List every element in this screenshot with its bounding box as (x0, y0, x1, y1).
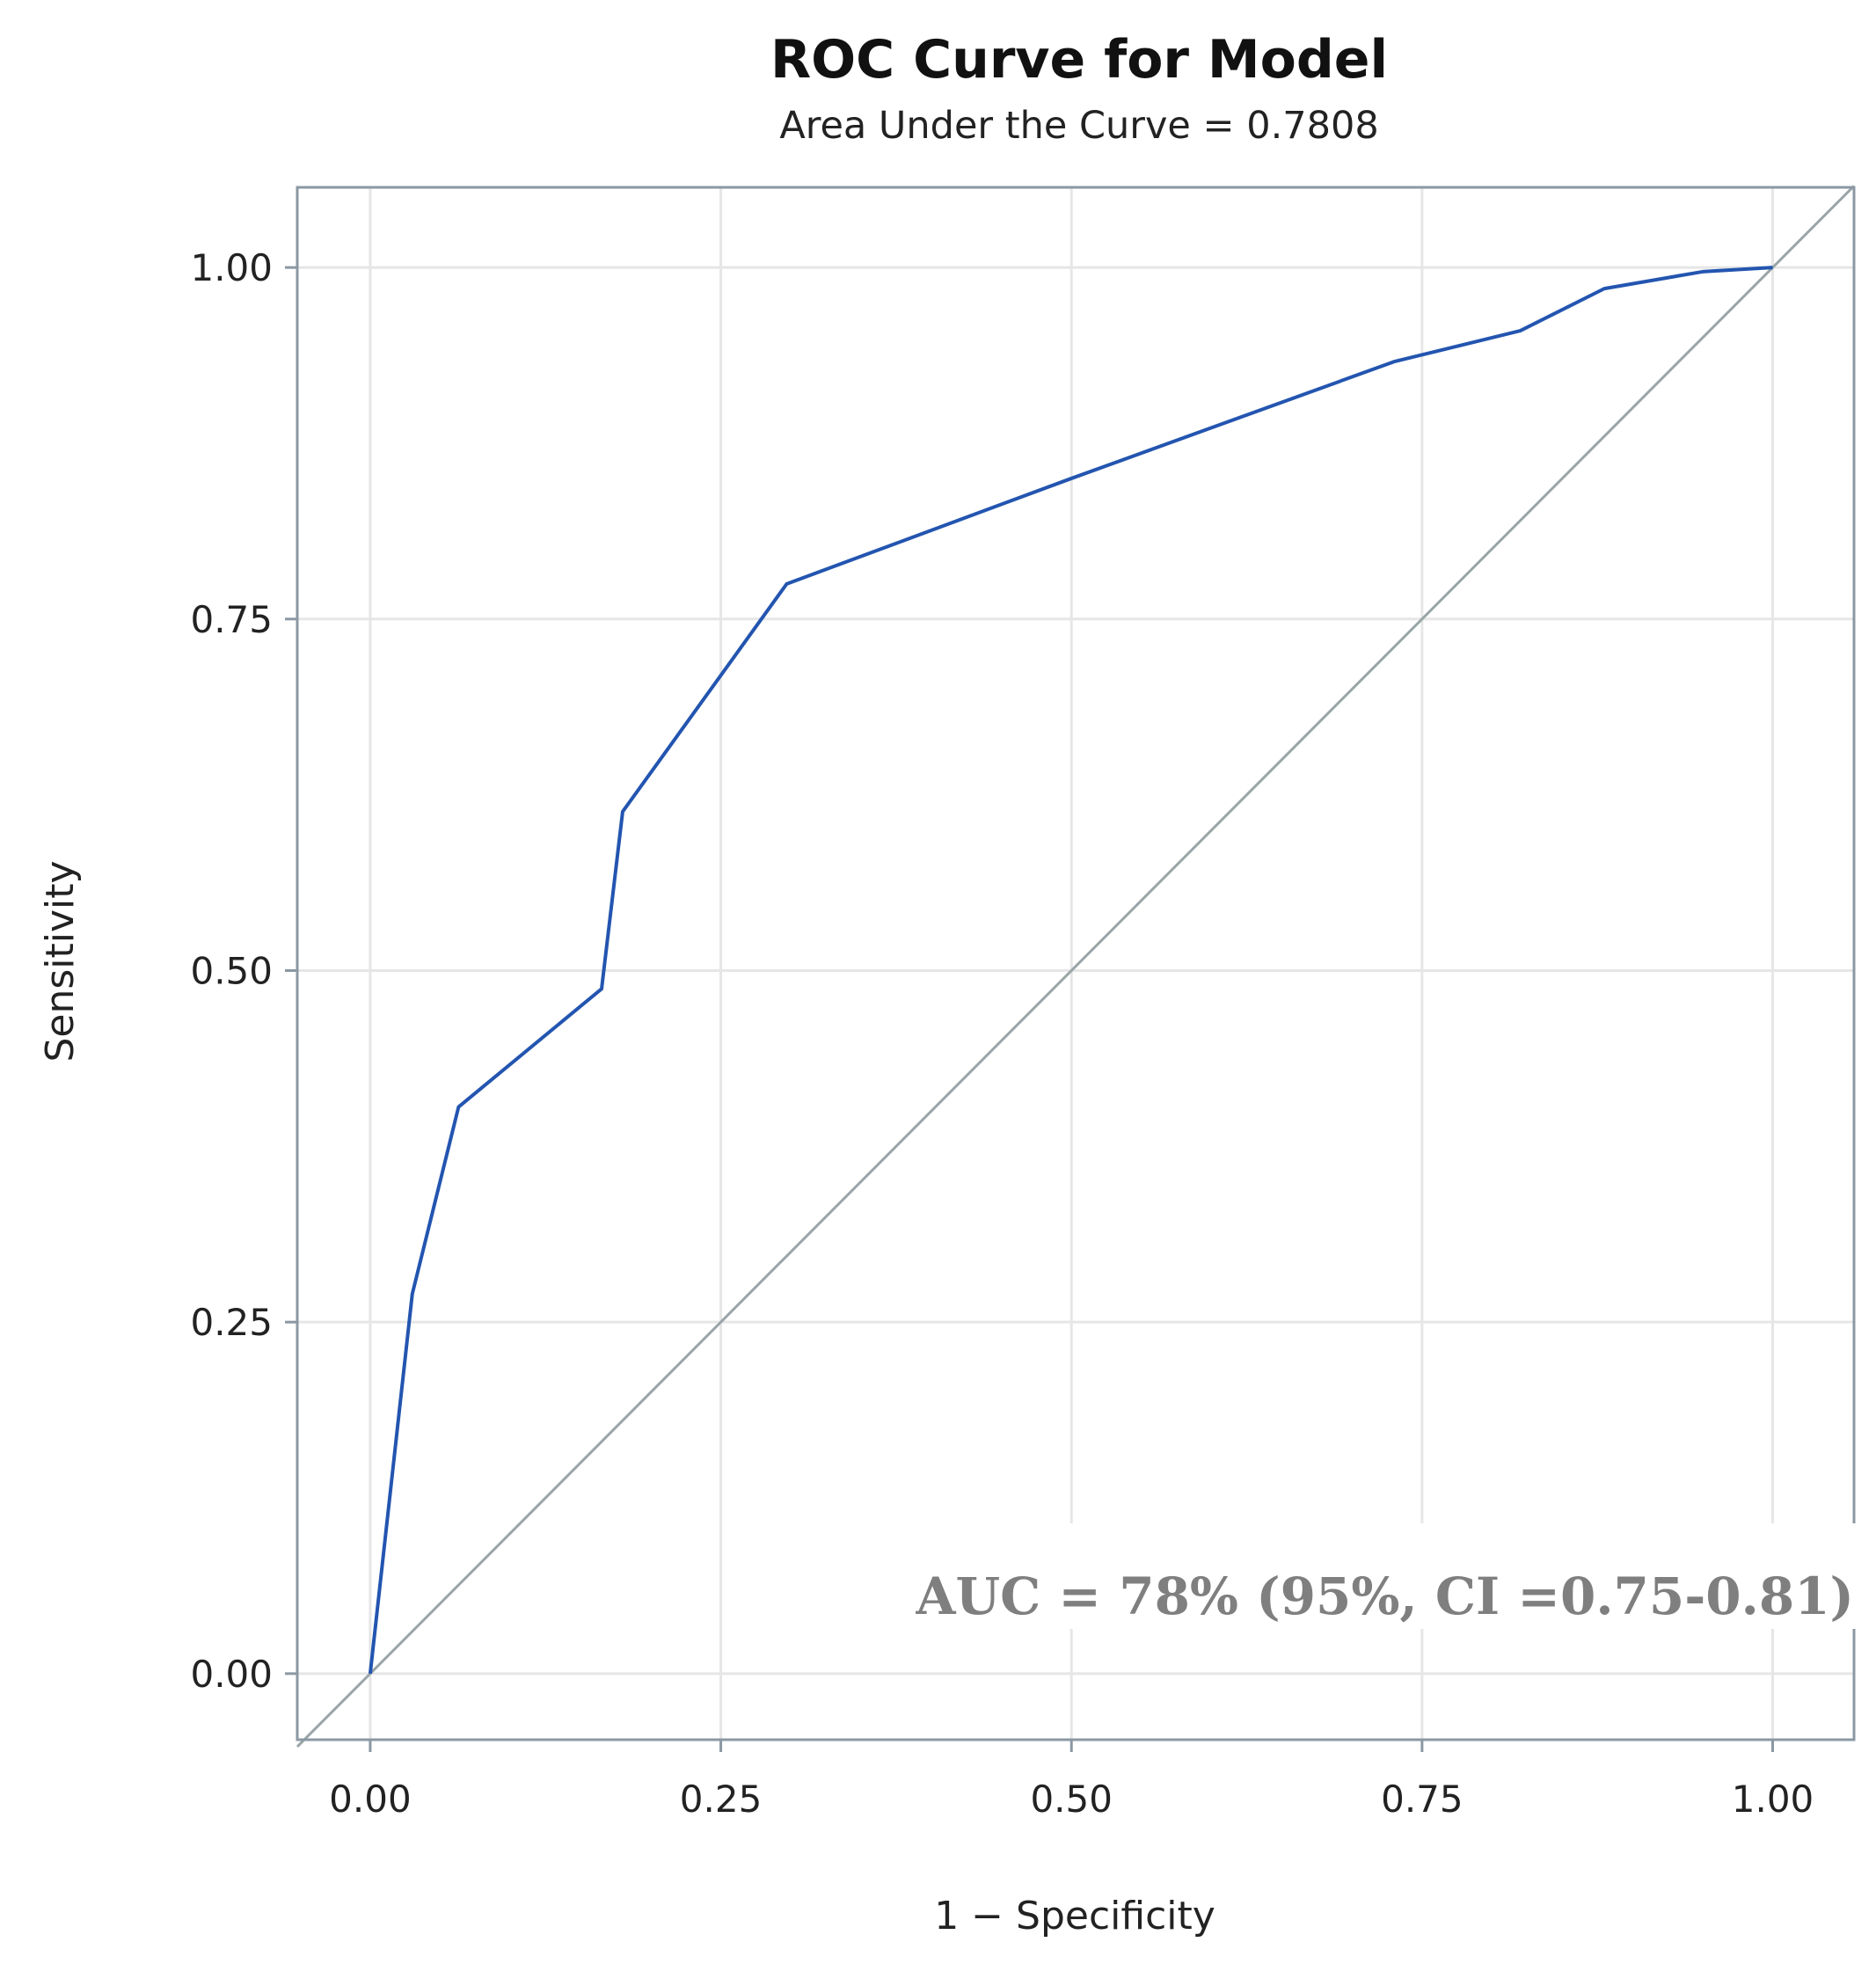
chart-subtitle: Area Under the Curve = 0.7808 (779, 104, 1378, 148)
y-tick-label: 0.50 (190, 949, 273, 992)
x-tick-label: 0.50 (1030, 1778, 1113, 1821)
x-tick-label: 0.75 (1381, 1778, 1464, 1821)
y-tick-label: 1.00 (190, 246, 273, 289)
x-tick-label: 0.25 (680, 1778, 763, 1821)
chart-title: ROC Curve for Model (770, 29, 1388, 91)
grid-layer (297, 187, 1854, 1740)
ticks-layer (285, 266, 1775, 1752)
tick-labels-layer: 0.00 0.25 0.50 0.75 1.00 0.00 0.25 0.50 0.75 1.00 (190, 246, 1814, 1821)
auc-annotation-background (932, 1523, 1856, 1629)
series-layer (368, 266, 1773, 1675)
y-tick-label: 0.00 (190, 1653, 273, 1696)
plot-frame (296, 186, 1856, 1741)
auc-annotation: AUC = 78% (95%, CI =0.75-0.81) (915, 1566, 1854, 1626)
roc-curve-line (368, 266, 1773, 1675)
reference-diagonal-line (296, 185, 1856, 1749)
y-tick-label: 0.25 (190, 1301, 273, 1344)
x-tick-label: 0.00 (329, 1778, 412, 1821)
y-tick-label: 0.75 (190, 598, 273, 641)
reference-line-layer (296, 185, 1856, 1749)
x-tick-label: 1.00 (1732, 1778, 1814, 1821)
x-axis-label: 1 − Specificity (934, 1894, 1215, 1938)
y-axis-label: Sensitivity (38, 860, 83, 1062)
